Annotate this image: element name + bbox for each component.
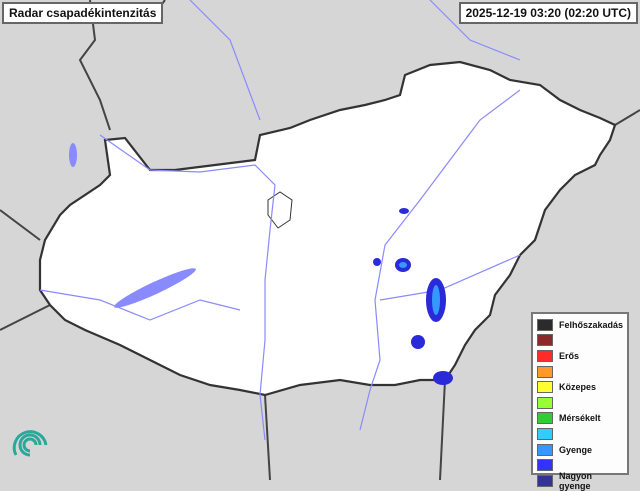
legend-item <box>537 364 623 380</box>
legend-item <box>537 333 623 349</box>
radar-echoes <box>373 208 453 385</box>
budapest-boundary <box>267 191 293 229</box>
echo <box>433 371 453 385</box>
echo <box>399 262 407 268</box>
hungary-territory <box>38 60 617 397</box>
legend-item: Nagyon gyenge <box>537 470 623 491</box>
legend-item: Erős <box>537 348 623 364</box>
legend-swatch <box>537 474 553 487</box>
legend-swatch <box>537 381 553 394</box>
legend-item <box>537 426 623 442</box>
echo <box>432 285 440 315</box>
neighbor-borders <box>0 0 640 480</box>
legend-label: Felhőszakadás <box>559 319 624 330</box>
legend-label: Gyenge <box>559 444 593 455</box>
legend: Felhőszakadás Erős Közepes Mérsékelt Gyenge N… <box>531 312 629 491</box>
met-service-swirl-logo <box>12 430 48 457</box>
legend-item: Felhőszakadás <box>537 317 623 333</box>
legend-label: Közepes <box>559 382 597 393</box>
lake-balaton <box>114 268 196 308</box>
legend-label: Erős <box>559 350 580 361</box>
legend-item <box>537 395 623 411</box>
legend-swatch <box>537 365 553 378</box>
echo <box>411 335 425 349</box>
lake-neusiedl <box>69 143 77 167</box>
legend-swatch <box>537 443 553 456</box>
legend-item: Gyenge <box>537 442 623 458</box>
radar-map[interactable] <box>0 0 640 480</box>
legend-label: Mérsékelt <box>559 413 601 424</box>
rivers <box>39 0 521 441</box>
legend-swatch <box>537 318 553 331</box>
timestamp: 2025-12-19 03:20 (02:20 UTC) <box>458 2 638 24</box>
legend-swatch <box>537 334 553 347</box>
legend-swatch <box>537 412 553 425</box>
echo <box>373 258 381 266</box>
legend-item <box>537 457 623 473</box>
legend-swatch <box>537 349 553 362</box>
legend-item: Közepes <box>537 379 623 395</box>
legend-swatch <box>537 396 553 409</box>
legend-swatch <box>537 459 553 472</box>
legend-swatch <box>537 427 553 440</box>
legend-label: Nagyon gyenge <box>559 470 593 491</box>
legend-item: Mérsékelt <box>537 411 623 427</box>
map-title: Radar csapadékintenzitás <box>2 2 164 24</box>
echo <box>399 208 409 214</box>
